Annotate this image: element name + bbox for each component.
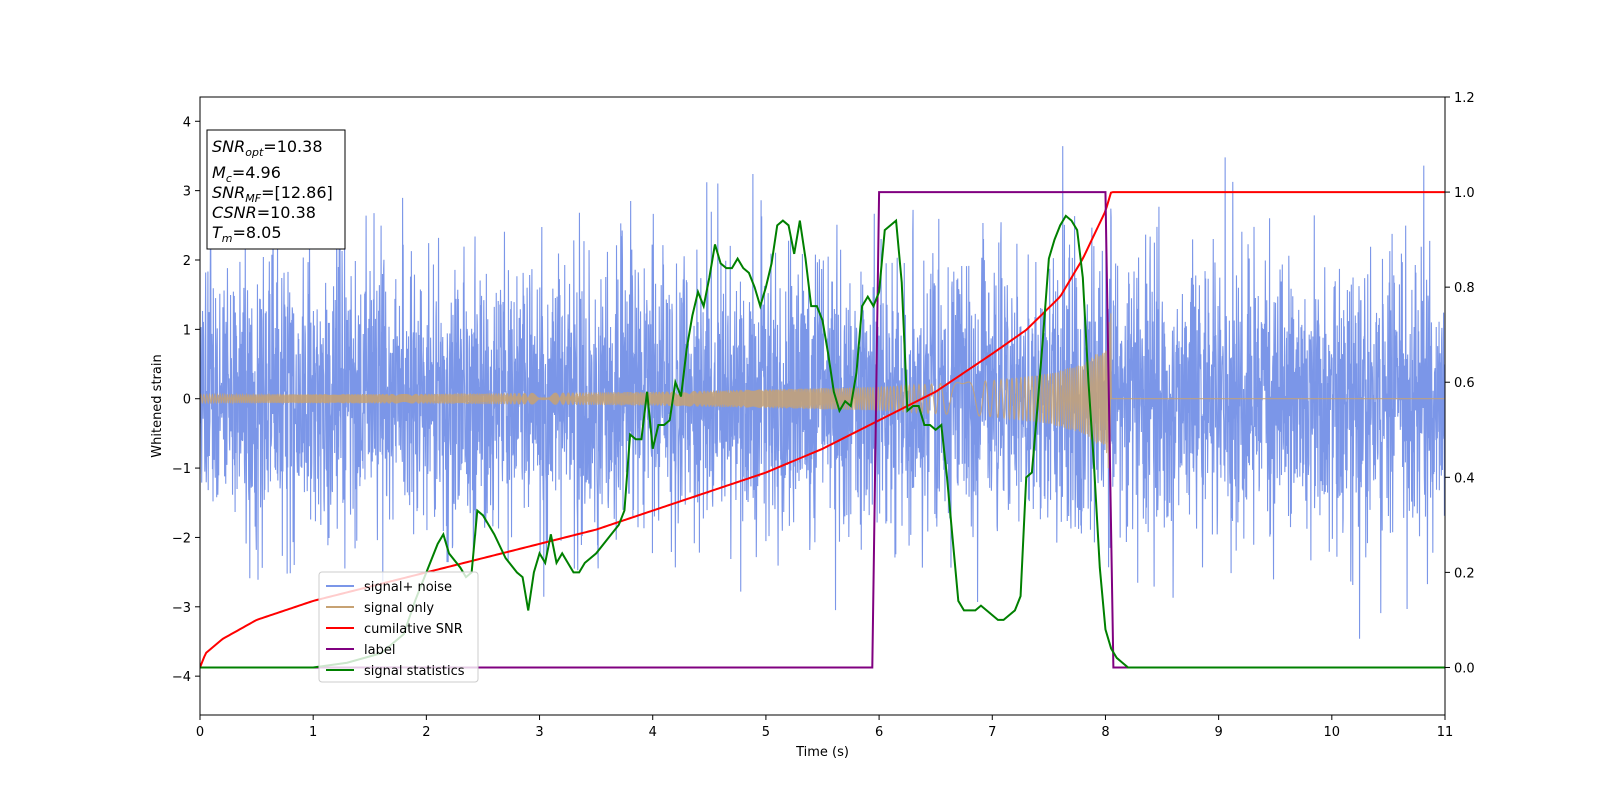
- info-box: SNRopt=10.38 Mc=4.96 SNRMF=[12.86] CSNR=…: [206, 129, 346, 250]
- x-tick-label: 10: [1324, 725, 1341, 740]
- series-signal-noise: [200, 146, 1445, 639]
- x-tick-label: 2: [422, 725, 430, 740]
- noise-trace: [200, 146, 1445, 639]
- legend: signal+ noise signal only cumilative SNR…: [318, 571, 479, 683]
- y-tick-label: 0: [183, 393, 191, 408]
- y-tick-label: −3: [172, 601, 191, 616]
- legend-label-noise: signal+ noise: [364, 580, 452, 595]
- x-tick-label: 8: [1101, 725, 1109, 740]
- x-tick-label: 1: [309, 725, 317, 740]
- y2-tick-label: 0.2: [1454, 566, 1475, 581]
- y2-tick-label: 0.6: [1454, 376, 1475, 391]
- y2-tick-label: 1.2: [1454, 91, 1475, 106]
- y-axis-left: −4 −3 −2 −1 0 1 2 3 4: [172, 115, 200, 685]
- x-axis-label: Time (s): [795, 745, 849, 760]
- y2-tick-label: 1.0: [1454, 186, 1475, 201]
- x-tick-label: 7: [988, 725, 996, 740]
- x-tick-label: 4: [649, 725, 657, 740]
- x-tick-label: 0: [196, 725, 204, 740]
- y2-tick-label: 0.0: [1454, 661, 1475, 676]
- y2-tick-label: 0.8: [1454, 281, 1475, 296]
- x-tick-label: 5: [762, 725, 770, 740]
- info-box-frame: [206, 129, 346, 250]
- series-signal-statistics: [200, 214, 1445, 669]
- legend-label-signal: signal only: [364, 601, 434, 616]
- y2-tick-label: 0.4: [1454, 471, 1475, 486]
- info-snr-opt: SNRopt=10.38: [212, 137, 323, 159]
- y-tick-label: −1: [172, 462, 191, 477]
- signal-statistics-line: [200, 214, 1445, 669]
- y-tick-label: 3: [183, 185, 191, 200]
- x-tick-label: 9: [1214, 725, 1222, 740]
- signal-trace: [200, 313, 1445, 481]
- y-tick-label: 2: [183, 254, 191, 269]
- x-tick-label: 3: [535, 725, 543, 740]
- x-tick-label: 6: [875, 725, 883, 740]
- y-tick-label: −4: [172, 670, 191, 685]
- legend-label-stat: signal statistics: [364, 664, 465, 679]
- info-mc: Mc=4.96: [212, 163, 281, 185]
- y-axis-label: Whitened strain: [150, 354, 165, 457]
- info-csnr: CSNR=10.38: [212, 203, 316, 222]
- x-tick-label: 11: [1437, 725, 1454, 740]
- info-snr-mf: SNRMF=[12.86]: [212, 183, 333, 205]
- legend-frame: [318, 571, 479, 683]
- legend-label-snr: cumilative SNR: [364, 622, 463, 637]
- info-tm: Tm=8.05: [212, 223, 282, 245]
- y-axis-right: 0.0 0.2 0.4 0.6 0.8 1.0 1.2: [1445, 91, 1475, 676]
- series-signal-only: [200, 313, 1445, 481]
- y-tick-label: 4: [183, 115, 191, 130]
- y-tick-label: 1: [183, 323, 191, 338]
- y-tick-label: −2: [172, 531, 191, 546]
- legend-label-label: label: [364, 643, 395, 658]
- plot-frame: [199, 96, 1446, 716]
- x-axis: 0 1 2 3 4 5 6 7 8 9 10 11: [196, 715, 1453, 740]
